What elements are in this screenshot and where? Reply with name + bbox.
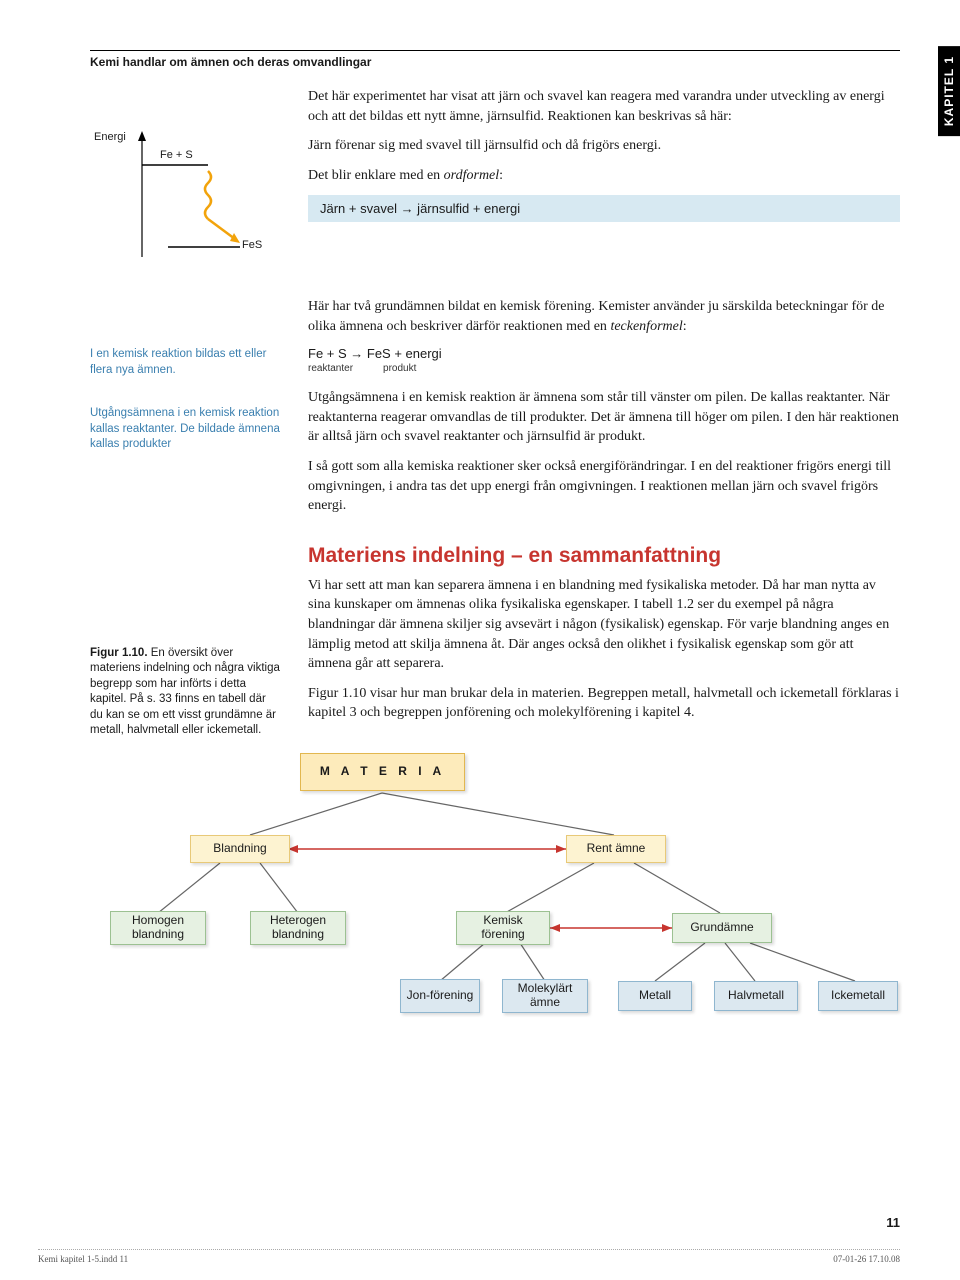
para-8: Figur 1.10 visar hur man brukar dela in … xyxy=(308,684,900,723)
header-rule xyxy=(90,50,900,51)
energy-top-label: Fe + S xyxy=(160,149,193,161)
para-1: Det här experimentet har visat att järn … xyxy=(308,87,900,126)
node-rent: Rent ämne xyxy=(566,835,666,863)
word-formula: Järn + svavel → järnsulfid + energi xyxy=(308,195,900,222)
para-6: I så gott som alla kemiska reaktioner sk… xyxy=(308,457,900,516)
para-5: Utgångsämnena i en kemisk reaktion är äm… xyxy=(308,388,900,447)
page-number: 11 xyxy=(886,1215,900,1230)
footer-left: Kemi kapitel 1-5.indd 11 xyxy=(38,1254,128,1264)
para-4: Här har två grundämnen bildat en kemisk … xyxy=(308,297,900,336)
chapter-tab: KAPITEL 1 xyxy=(938,46,960,136)
page-header: Kemi handlar om ämnen och deras omvandli… xyxy=(90,55,900,69)
node-blandning: Blandning xyxy=(190,835,290,863)
sidenote-1: I en kemisk reaktion bildas ett eller fl… xyxy=(90,347,280,378)
symbol-formula: Fe + S → FeS + energi xyxy=(308,346,900,361)
sidenote-2: Utgångsämnena i en kemisk reaktion kalla… xyxy=(90,406,280,453)
energy-diagram: Energi Fe + S FeS xyxy=(90,127,280,297)
node-jon: Jon-förening xyxy=(400,979,480,1013)
para-7: Vi har sett att man kan separera ämnena … xyxy=(308,576,900,674)
footer: Kemi kapitel 1-5.indd 11 07-01-26 17.10.… xyxy=(38,1249,900,1264)
formula-sub-labels: reaktanterprodukt xyxy=(308,363,900,374)
node-homogen: Homogen blandning xyxy=(110,911,206,945)
node-ickemetall: Ickemetall xyxy=(818,981,898,1011)
node-kemisk: Kemisk förening xyxy=(456,911,550,945)
node-grundamne: Grundämne xyxy=(672,913,772,943)
energy-axis-label: Energi xyxy=(94,131,126,143)
footer-right: 07-01-26 17.10.08 xyxy=(833,1254,900,1264)
materia-tree-diagram: M A T E R I A Blandning Rent ämne Homoge… xyxy=(100,753,900,1033)
energy-bottom-label: FeS xyxy=(242,239,262,251)
node-metall: Metall xyxy=(618,981,692,1011)
node-halvmetall: Halvmetall xyxy=(714,981,798,1011)
figure-caption: Figur 1.10. En översikt över materiens i… xyxy=(90,646,280,739)
para-2: Järn förenar sig med svavel till järnsul… xyxy=(308,136,900,156)
section-heading: Materiens indelning – en sammanfattning xyxy=(308,544,900,568)
para-3: Det blir enklare med en ordformel: xyxy=(308,166,900,186)
node-heterogen: Heterogen blandning xyxy=(250,911,346,945)
node-molekyl: Molekylärt ämne xyxy=(502,979,588,1013)
node-materia: M A T E R I A xyxy=(300,753,465,791)
